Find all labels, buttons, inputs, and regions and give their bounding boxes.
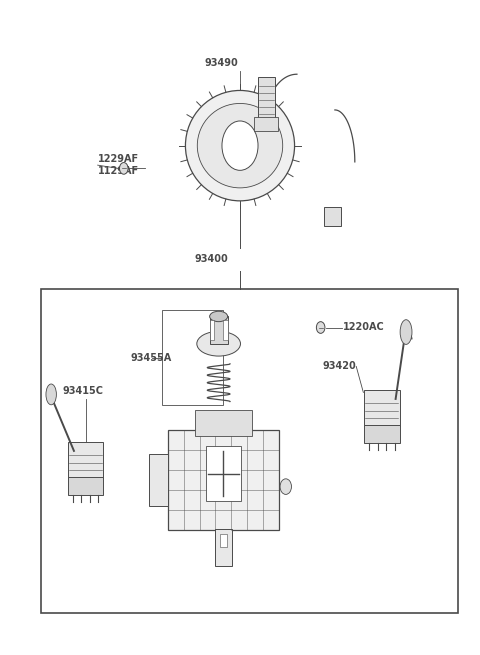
Bar	[364, 390, 400, 426]
Bar	[219, 534, 227, 547]
Ellipse shape	[185, 90, 295, 201]
Bar	[168, 430, 279, 531]
Bar	[223, 320, 228, 341]
Circle shape	[316, 322, 325, 333]
Bar	[324, 208, 341, 225]
Ellipse shape	[210, 311, 228, 322]
Ellipse shape	[197, 331, 240, 356]
Text: 1129AF: 1129AF	[97, 166, 139, 176]
Circle shape	[222, 121, 258, 170]
Bar	[364, 425, 400, 443]
Bar	[41, 289, 458, 613]
Bar	[149, 454, 168, 506]
Ellipse shape	[46, 384, 56, 405]
Bar	[258, 77, 275, 120]
Text: 93420: 93420	[323, 362, 356, 371]
Bar	[205, 446, 241, 501]
Bar	[68, 477, 103, 495]
Text: 93400: 93400	[195, 254, 228, 265]
Text: 93490: 93490	[204, 58, 238, 67]
Bar	[210, 320, 214, 341]
Ellipse shape	[197, 103, 283, 188]
Bar	[254, 117, 278, 132]
Bar	[210, 316, 228, 344]
Bar	[215, 529, 232, 566]
Text: 1220AC: 1220AC	[343, 322, 385, 333]
Circle shape	[280, 479, 291, 495]
Text: 1229AF: 1229AF	[97, 155, 139, 164]
Text: 93455A: 93455A	[131, 352, 172, 363]
Bar	[195, 410, 252, 436]
Bar	[162, 310, 223, 405]
Circle shape	[120, 162, 128, 174]
Ellipse shape	[400, 320, 412, 345]
Text: 93415C: 93415C	[63, 386, 104, 396]
Bar	[68, 442, 103, 478]
